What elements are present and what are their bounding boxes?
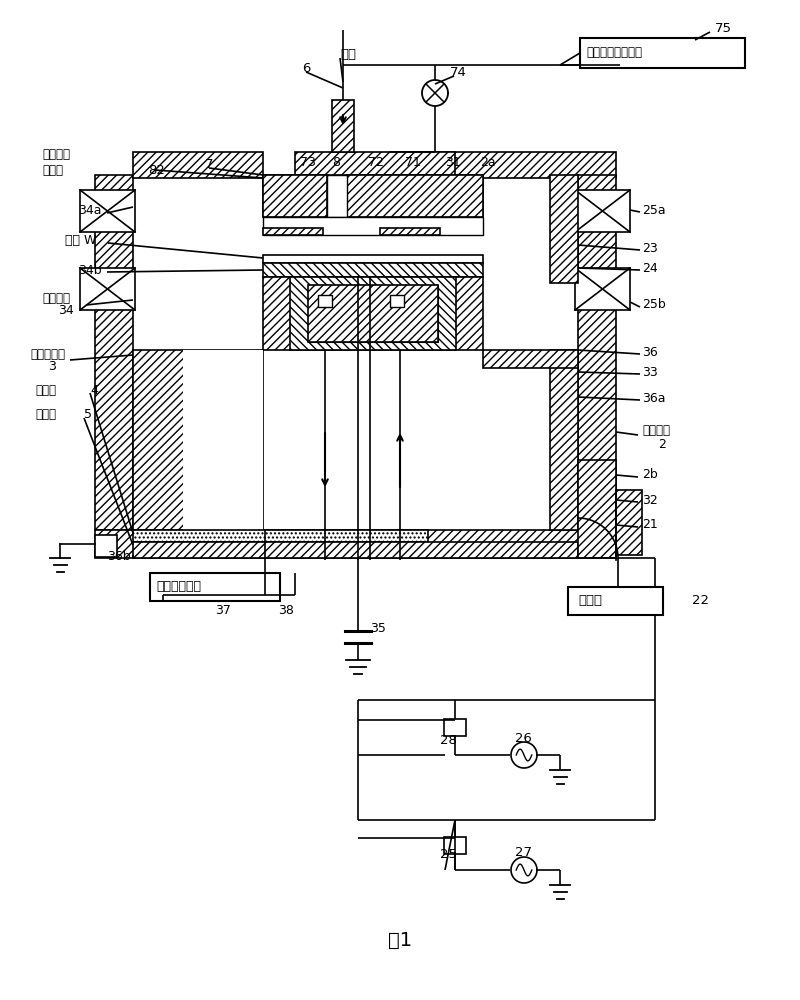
Text: 73: 73 [300, 156, 316, 169]
Text: 22: 22 [692, 594, 709, 607]
Text: 处理容器: 处理容器 [642, 424, 670, 436]
Bar [263, 263, 483, 277]
Bar [308, 285, 438, 342]
Text: 31: 31 [445, 156, 461, 169]
Text: 支撑载物台: 支撑载物台 [30, 349, 65, 361]
Text: 25a: 25a [642, 204, 666, 217]
Text: 82: 82 [148, 163, 165, 176]
Bar [263, 277, 483, 350]
Bar [263, 228, 323, 235]
Text: 3: 3 [48, 360, 56, 373]
Text: 75: 75 [715, 21, 732, 34]
Bar [263, 255, 483, 263]
Text: 绝缘板: 绝缘板 [35, 383, 56, 396]
Text: 2b: 2b [642, 468, 658, 482]
Bar [347, 175, 483, 217]
Text: 处理气体供给系统: 处理气体供给系统 [586, 46, 642, 60]
Text: 图1: 图1 [388, 930, 412, 950]
Bar [390, 152, 616, 178]
Text: 34: 34 [58, 304, 74, 316]
Text: 晶片 W: 晶片 W [65, 233, 96, 246]
Bar [290, 277, 456, 350]
Bar [390, 295, 404, 307]
Text: 导体板: 导体板 [42, 163, 63, 176]
Text: 33: 33 [642, 365, 658, 378]
Text: 23: 23 [642, 241, 658, 254]
Bar [550, 175, 578, 283]
Bar [575, 190, 630, 232]
Bar [95, 530, 616, 558]
Bar [295, 152, 455, 178]
Bar [332, 100, 354, 152]
Text: 74: 74 [450, 66, 467, 79]
Text: 25: 25 [440, 848, 457, 861]
Text: 6: 6 [302, 62, 310, 75]
Bar [616, 490, 642, 555]
Bar [578, 460, 616, 558]
Bar [133, 350, 263, 530]
Text: 32: 32 [642, 493, 658, 506]
Bar [80, 190, 135, 232]
Bar [133, 530, 428, 542]
Bar [318, 295, 332, 307]
Text: 24: 24 [642, 261, 658, 274]
Bar [575, 268, 630, 310]
Text: 气体导入机构: 气体导入机构 [156, 580, 201, 593]
Text: 37: 37 [215, 603, 231, 616]
Text: 34b: 34b [78, 263, 102, 276]
Text: 35: 35 [370, 621, 386, 635]
Text: 36b: 36b [107, 550, 130, 564]
Bar [444, 718, 466, 736]
Bar [380, 228, 440, 235]
Text: 4: 4 [90, 383, 98, 396]
Bar [580, 38, 745, 68]
Text: 真空泵: 真空泵 [578, 594, 602, 607]
Text: 上部电极: 上部电极 [42, 148, 70, 161]
Bar [483, 350, 578, 368]
Bar [444, 836, 466, 854]
Bar [95, 175, 133, 530]
Text: 25b: 25b [642, 298, 666, 312]
Bar [263, 175, 483, 217]
Text: 34a: 34a [78, 204, 102, 217]
Bar [578, 175, 616, 530]
Text: 36: 36 [642, 346, 658, 359]
Bar [568, 587, 663, 615]
Bar [263, 175, 327, 217]
Text: 7: 7 [205, 158, 214, 172]
Bar [183, 350, 263, 530]
Text: 28: 28 [440, 734, 457, 746]
Bar [308, 285, 438, 342]
Text: 静电卡盘: 静电卡盘 [42, 292, 70, 304]
Text: 5: 5 [84, 408, 92, 422]
Text: 27: 27 [515, 846, 532, 859]
Bar [263, 217, 483, 235]
Text: 2: 2 [658, 438, 666, 452]
Bar [80, 268, 135, 310]
Bar [95, 535, 117, 557]
Bar [133, 542, 578, 558]
Text: 2a: 2a [480, 156, 496, 169]
Text: 8: 8 [332, 156, 340, 169]
Text: 38: 38 [278, 603, 294, 616]
Text: 喷头: 喷头 [340, 48, 356, 62]
Text: 72: 72 [368, 156, 384, 169]
Bar [327, 175, 347, 217]
Text: 36a: 36a [642, 391, 666, 404]
Bar [133, 152, 263, 178]
Text: 71: 71 [405, 156, 421, 169]
Bar [327, 175, 347, 217]
Bar [550, 350, 578, 530]
Text: 21: 21 [642, 518, 658, 532]
Text: 支撑台: 支撑台 [35, 408, 56, 422]
Bar [150, 573, 280, 601]
Text: 26: 26 [515, 732, 532, 744]
